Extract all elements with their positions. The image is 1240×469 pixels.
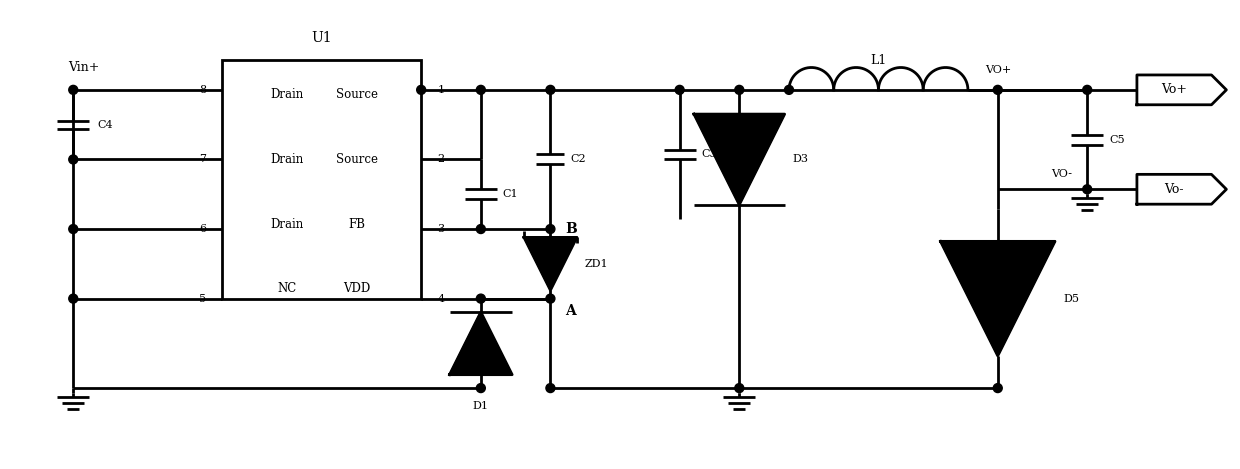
Text: Vin+: Vin+ (68, 61, 99, 75)
Circle shape (546, 294, 554, 303)
Text: Vo+: Vo+ (1161, 83, 1187, 96)
Text: C4: C4 (97, 120, 113, 129)
Circle shape (68, 155, 78, 164)
Circle shape (68, 225, 78, 234)
Text: A: A (565, 303, 577, 318)
Circle shape (68, 294, 78, 303)
Text: D3: D3 (792, 154, 808, 165)
Text: C1: C1 (502, 189, 518, 199)
Text: Drain: Drain (270, 218, 304, 231)
Circle shape (546, 384, 554, 393)
Text: 1: 1 (438, 85, 445, 95)
Text: U1: U1 (311, 31, 332, 45)
Circle shape (546, 225, 554, 234)
Circle shape (476, 225, 485, 234)
Circle shape (476, 384, 485, 393)
Text: 7: 7 (198, 154, 206, 165)
Text: 6: 6 (198, 224, 206, 234)
Text: C3: C3 (702, 150, 717, 159)
Polygon shape (450, 312, 512, 375)
Text: C2: C2 (570, 154, 587, 165)
Polygon shape (1137, 174, 1226, 204)
Text: 4: 4 (438, 294, 445, 303)
Text: Vo-: Vo- (1164, 183, 1184, 196)
Circle shape (1083, 185, 1091, 194)
Circle shape (417, 85, 425, 94)
Circle shape (476, 294, 485, 303)
Text: FB: FB (348, 218, 365, 231)
Circle shape (785, 85, 794, 94)
Polygon shape (525, 237, 577, 290)
Text: Drain: Drain (270, 153, 304, 166)
Text: NC: NC (278, 282, 296, 295)
Text: ZD1: ZD1 (585, 259, 609, 269)
Circle shape (675, 85, 684, 94)
Circle shape (735, 85, 744, 94)
FancyBboxPatch shape (222, 60, 422, 299)
Text: Source: Source (336, 88, 377, 101)
Text: VDD: VDD (343, 282, 371, 295)
Polygon shape (694, 114, 785, 205)
Text: 8: 8 (198, 85, 206, 95)
Text: C5: C5 (1109, 135, 1125, 144)
Polygon shape (940, 242, 1055, 356)
Text: VO-: VO- (1052, 169, 1073, 179)
Polygon shape (1137, 75, 1226, 105)
Circle shape (476, 85, 485, 94)
Text: Drain: Drain (270, 88, 304, 101)
Text: 2: 2 (438, 154, 445, 165)
Circle shape (735, 384, 744, 393)
Circle shape (993, 384, 1002, 393)
Text: D1: D1 (472, 401, 489, 411)
Circle shape (1083, 85, 1091, 94)
Text: L1: L1 (870, 53, 887, 67)
Circle shape (993, 85, 1002, 94)
Text: B: B (565, 222, 577, 236)
Text: 3: 3 (438, 224, 445, 234)
Text: Source: Source (336, 153, 377, 166)
Circle shape (68, 85, 78, 94)
Text: VO+: VO+ (985, 65, 1011, 75)
Circle shape (546, 85, 554, 94)
Text: D5: D5 (1063, 294, 1079, 303)
Text: 5: 5 (198, 294, 206, 303)
